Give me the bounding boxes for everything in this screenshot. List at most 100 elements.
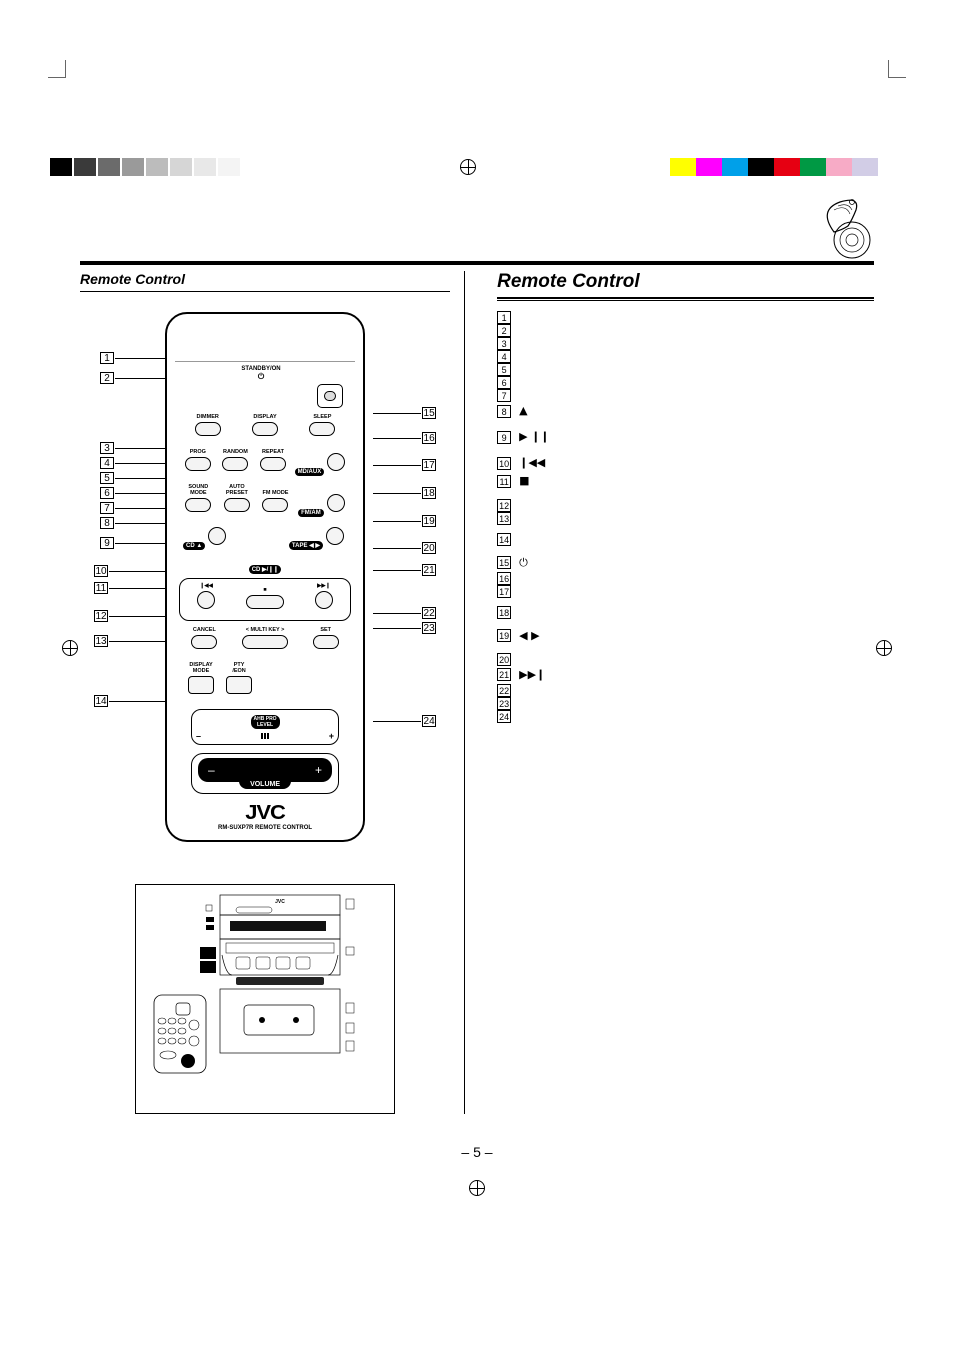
mdaux-button[interactable] bbox=[327, 453, 345, 471]
prog-button[interactable] bbox=[185, 457, 211, 471]
callout-13: 13 bbox=[94, 635, 108, 647]
cancel-button[interactable] bbox=[191, 635, 217, 649]
repeat-button[interactable] bbox=[260, 457, 286, 471]
cd-eject-button[interactable] bbox=[208, 527, 226, 545]
multikey-label: < MULTI KEY > bbox=[239, 627, 291, 633]
callout-3: 3 bbox=[100, 442, 114, 454]
dimmer-button[interactable] bbox=[195, 422, 221, 436]
display-label: DISPLAY bbox=[249, 414, 281, 420]
ref-symbol: ▲ bbox=[519, 402, 527, 420]
ref-num: 14 bbox=[497, 533, 511, 546]
stereo-diagram: JVC bbox=[135, 884, 395, 1114]
callout-19: 19 bbox=[422, 515, 436, 527]
ref-num: 6 bbox=[497, 376, 511, 389]
cdplay-label: CD ▶/❙❙ bbox=[249, 565, 282, 574]
standby-button[interactable] bbox=[317, 384, 343, 408]
ref-num: 11 bbox=[497, 475, 511, 488]
callout-11: 11 bbox=[94, 582, 108, 594]
ref-num: 8 bbox=[497, 405, 511, 418]
fmam-label: FM/AM bbox=[298, 509, 324, 517]
ref-num: 20 bbox=[497, 653, 511, 666]
multikey-button[interactable] bbox=[242, 635, 288, 649]
volume-plus[interactable]: + bbox=[315, 763, 322, 777]
ref-num: 21 bbox=[497, 668, 511, 681]
ref-num: 7 bbox=[497, 389, 511, 402]
ref-symbol: ❙◀◀ bbox=[519, 454, 545, 472]
callout-15: 15 bbox=[422, 407, 436, 419]
next-button[interactable] bbox=[315, 591, 333, 609]
registration-mark-top bbox=[460, 159, 476, 175]
ref-num: 23 bbox=[497, 697, 511, 710]
pty-button[interactable] bbox=[226, 676, 252, 694]
ref-num: 10 bbox=[497, 457, 511, 470]
callout-4: 4 bbox=[100, 457, 114, 469]
ref-row-23: 23 bbox=[497, 697, 874, 710]
columns: Remote Control 1 2 3 4 5 6 7 8 9 bbox=[80, 271, 874, 1114]
stop-button[interactable] bbox=[246, 595, 284, 609]
display-button[interactable] bbox=[252, 422, 278, 436]
ref-symbol: ⏻ bbox=[519, 554, 528, 572]
ref-num: 13 bbox=[497, 512, 511, 525]
prev-button[interactable] bbox=[197, 591, 215, 609]
volume-minus[interactable]: – bbox=[208, 763, 215, 777]
dispmode-button[interactable] bbox=[188, 676, 214, 694]
registration-mark-right bbox=[876, 640, 892, 656]
crop-mark-tr bbox=[888, 60, 906, 78]
tape-label: TAPE ◀ ▶ bbox=[289, 541, 323, 550]
ref-row-4: 4 bbox=[497, 350, 874, 363]
sleep-button[interactable] bbox=[309, 422, 335, 436]
reference-list: 12345678▲9▶ ❙❙10❙◀◀11■12131415⏻16171819◀… bbox=[497, 311, 874, 723]
svg-text:JVC: JVC bbox=[275, 899, 285, 905]
callout-17: 17 bbox=[422, 459, 436, 471]
auto-button[interactable] bbox=[224, 498, 250, 512]
callout-18: 18 bbox=[422, 487, 436, 499]
print-marks-top bbox=[50, 158, 904, 176]
cancel-label: CANCEL bbox=[188, 627, 220, 633]
callout-24: 24 bbox=[422, 715, 436, 727]
ref-row-22: 22 bbox=[497, 684, 874, 697]
fmmode-label: FM MODE bbox=[259, 490, 291, 496]
ref-num: 3 bbox=[497, 337, 511, 350]
ref-num: 24 bbox=[497, 710, 511, 723]
ref-symbol: ■ bbox=[519, 472, 529, 490]
prog-label: PROG bbox=[182, 449, 214, 455]
stop-label: ■ bbox=[243, 587, 287, 593]
ref-num: 15 bbox=[497, 556, 511, 569]
level-plus[interactable]: + bbox=[329, 731, 334, 741]
ref-row-1: 1 bbox=[497, 311, 874, 324]
right-column: Remote Control 12345678▲9▶ ❙❙10❙◀◀11■121… bbox=[489, 271, 874, 1114]
left-column: Remote Control 1 2 3 4 5 6 7 8 9 bbox=[80, 271, 465, 1114]
ref-symbol: ▶ ❙❙ bbox=[519, 428, 549, 446]
page-number: – 5 – bbox=[0, 1144, 954, 1160]
callout-12: 12 bbox=[94, 610, 108, 622]
set-label: SET bbox=[310, 627, 342, 633]
pty-label: PTY /EON bbox=[223, 662, 255, 674]
sound-label: SOUND MODE bbox=[182, 484, 214, 496]
tape-button[interactable] bbox=[326, 527, 344, 545]
brand: JVC RM-SUXP7R REMOTE CONTROL bbox=[179, 802, 351, 831]
registration-mark-bottom bbox=[469, 1180, 485, 1196]
ref-row-7: 7 bbox=[497, 389, 874, 402]
fmam-button[interactable] bbox=[327, 494, 345, 512]
callout-23: 23 bbox=[422, 622, 436, 634]
icon-row bbox=[80, 196, 874, 261]
gramophone-icon bbox=[804, 196, 874, 261]
level-title: AHB PRO LEVEL bbox=[251, 715, 280, 729]
ref-row-17: 17 bbox=[497, 585, 874, 598]
registration-mark-left bbox=[62, 640, 78, 656]
ref-row-21: 21▶▶❙ bbox=[497, 666, 874, 684]
random-label: RANDOM bbox=[219, 449, 251, 455]
level-minus[interactable]: – bbox=[196, 731, 201, 741]
fmmode-button[interactable] bbox=[262, 498, 288, 512]
color-bar bbox=[670, 158, 904, 176]
random-button[interactable] bbox=[222, 457, 248, 471]
ref-row-3: 3 bbox=[497, 337, 874, 350]
ref-row-19: 19◀ ▶ bbox=[497, 627, 874, 645]
grayscale-bar bbox=[50, 158, 266, 176]
ref-symbol: ◀ ▶ bbox=[519, 627, 539, 645]
callout-20: 20 bbox=[422, 542, 436, 554]
remote-body: STANDBY/ON ⏻ DIMMER DISPLAY SLEEP PROG R… bbox=[165, 312, 365, 842]
callout-21: 21 bbox=[422, 564, 436, 576]
sound-button[interactable] bbox=[185, 498, 211, 512]
set-button[interactable] bbox=[313, 635, 339, 649]
